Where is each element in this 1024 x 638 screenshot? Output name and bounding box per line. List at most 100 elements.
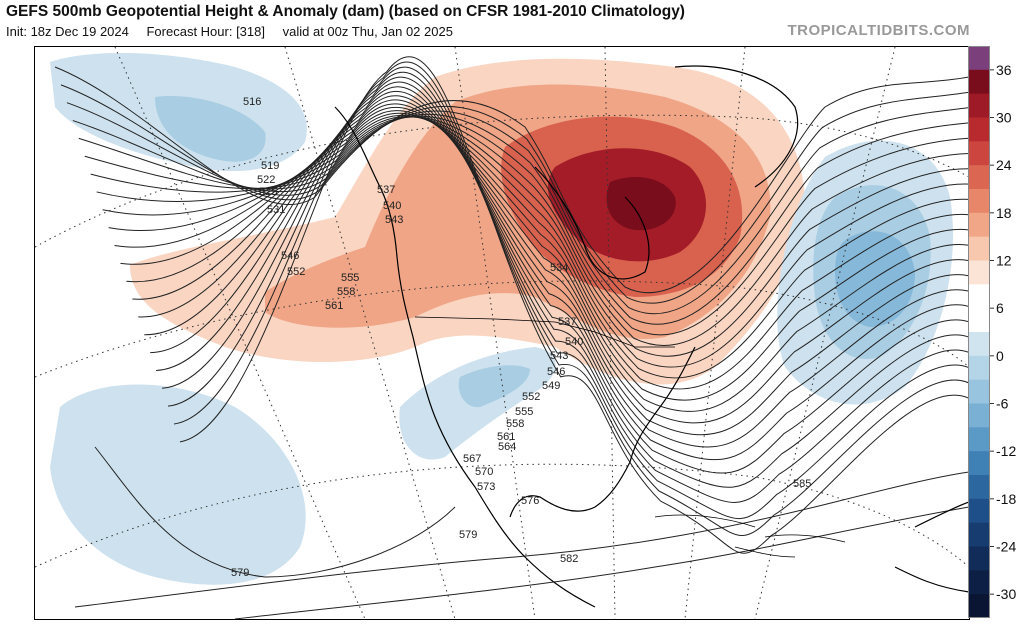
colorbar-swatch: [968, 284, 990, 309]
atlantic-trough-core: [835, 231, 915, 327]
contour-label: 582: [560, 553, 578, 565]
colorbar-swatch: [968, 212, 990, 238]
negative-anomaly-shading: [50, 52, 953, 585]
colorbar-swatch: [968, 93, 990, 118]
colorbar-swatch: [968, 522, 990, 547]
contour-label: 546: [281, 250, 299, 262]
colorbar-tick-label: 0: [996, 348, 1004, 364]
height-contour-line: [150, 81, 969, 474]
height-contour-line: [96, 114, 969, 368]
caribbean-islands: [654, 514, 846, 558]
contour-label: 558: [506, 418, 524, 430]
greenland-coast: [674, 65, 799, 188]
height-contour-line: [162, 71, 969, 503]
contour-label: 579: [459, 529, 477, 541]
contour-label: 516: [243, 96, 261, 108]
colorbar-swatch: [968, 141, 990, 166]
height-contour-line: [144, 86, 969, 461]
colorbar-swatch: [968, 308, 990, 333]
contour-label: 525: [259, 186, 277, 198]
map-panel: 516 519 522 525 531 537 540 543 546 552 555 558 561 5…: [34, 46, 970, 620]
contour-label: 540: [383, 200, 401, 212]
contour-label: 519: [261, 160, 279, 172]
contour-label: 561: [325, 300, 343, 312]
brand-watermark: TROPICALTIDBITS.COM: [787, 22, 970, 39]
height-contour-line: [179, 56, 969, 554]
contour-label: 570: [475, 466, 493, 478]
colorbar-tick-label: -12: [996, 443, 1016, 459]
contour-label: 552: [287, 266, 305, 278]
contour-label: 552: [522, 391, 540, 403]
contour-label: 543: [550, 350, 568, 362]
coastlines: [334, 65, 969, 608]
europe-africa-coast: [894, 501, 969, 593]
contour-label: 567: [463, 453, 481, 465]
height-contour-line: [234, 506, 969, 619]
ridge-anomaly-core: [606, 177, 676, 231]
colorbar-tick-label: 30: [996, 110, 1012, 126]
positive-anomaly-shading: [130, 58, 805, 385]
colorbar-swatch: [968, 46, 990, 71]
contour-label: 573: [477, 481, 495, 493]
hudson-bay: [534, 166, 650, 280]
colorbar-tick-label: 6: [996, 300, 1004, 316]
contour-label: 546: [547, 366, 565, 378]
colorbar-swatch: [968, 427, 990, 452]
colorbar-tick-label: 18: [996, 205, 1012, 221]
contour-label: 537: [377, 184, 395, 196]
contour-label: 576: [521, 495, 539, 507]
colorbar-swatch: [968, 117, 990, 142]
forecast-hour: Forecast Hour: [318]: [146, 24, 265, 39]
southwest-trough-core: [458, 365, 530, 408]
contour-label: 522: [257, 174, 275, 186]
colorbar-swatch: [968, 403, 990, 428]
alaska-trough-core: [155, 96, 266, 162]
map-subtitle: Init: 18z Dec 19 2024 Forecast Hour: [31…: [6, 24, 467, 39]
height-contour-line: [54, 66, 969, 294]
colorbar-tick-label: -18: [996, 491, 1016, 507]
contour-label: 561: [497, 431, 515, 443]
contour-label: 558: [337, 286, 355, 298]
contour-label: 534: [550, 262, 568, 274]
contour-label: 549: [542, 380, 560, 392]
height-contour-line: [173, 61, 969, 537]
colorbar-swatch: [968, 498, 990, 524]
contour-label: 540: [565, 336, 583, 348]
colorbar-tick-label: -6: [996, 396, 1009, 412]
height-contour-line: [167, 66, 969, 519]
north-america-east-coast: [509, 346, 696, 518]
height-contour-line: [138, 90, 969, 448]
init-time: Init: 18z Dec 19 2024: [6, 24, 129, 39]
contour-label: 585: [793, 478, 811, 490]
colorbar-tick-label: 24: [996, 157, 1012, 173]
height-contours: [54, 56, 969, 619]
us-canada-border: [414, 316, 675, 348]
height-contour-line: [66, 102, 969, 315]
contour-label: 537: [558, 316, 576, 328]
contour-label: 555: [515, 406, 533, 418]
colorbar-swatch: [968, 546, 990, 571]
map-title: GEFS 500mb Geopotential Height & Anomaly…: [6, 3, 685, 20]
lat-lon-grid: [35, 47, 969, 619]
colorbar-swatch: [968, 332, 990, 357]
colorbar-tick-label: 36: [996, 62, 1012, 78]
colorbar-swatch: [968, 594, 990, 619]
valid-time: valid at 00z Thu, Jan 02 2025: [282, 24, 453, 39]
colorbar-border: [968, 46, 990, 618]
height-contour-line: [72, 113, 969, 325]
height-contour-line: [156, 76, 969, 488]
colorbar-swatch: [968, 260, 990, 285]
colorbar-tick-label: -24: [996, 539, 1016, 555]
pacific-anomaly: [50, 384, 306, 585]
contour-label: 564: [498, 441, 516, 453]
north-america-west-coast: [334, 106, 596, 608]
contour-label: 579: [231, 567, 249, 579]
contour-label: 543: [385, 214, 403, 226]
colorbar-swatch: [968, 69, 990, 95]
colorbar-tick-label: -30: [996, 586, 1016, 602]
contour-label: 555: [341, 272, 359, 284]
